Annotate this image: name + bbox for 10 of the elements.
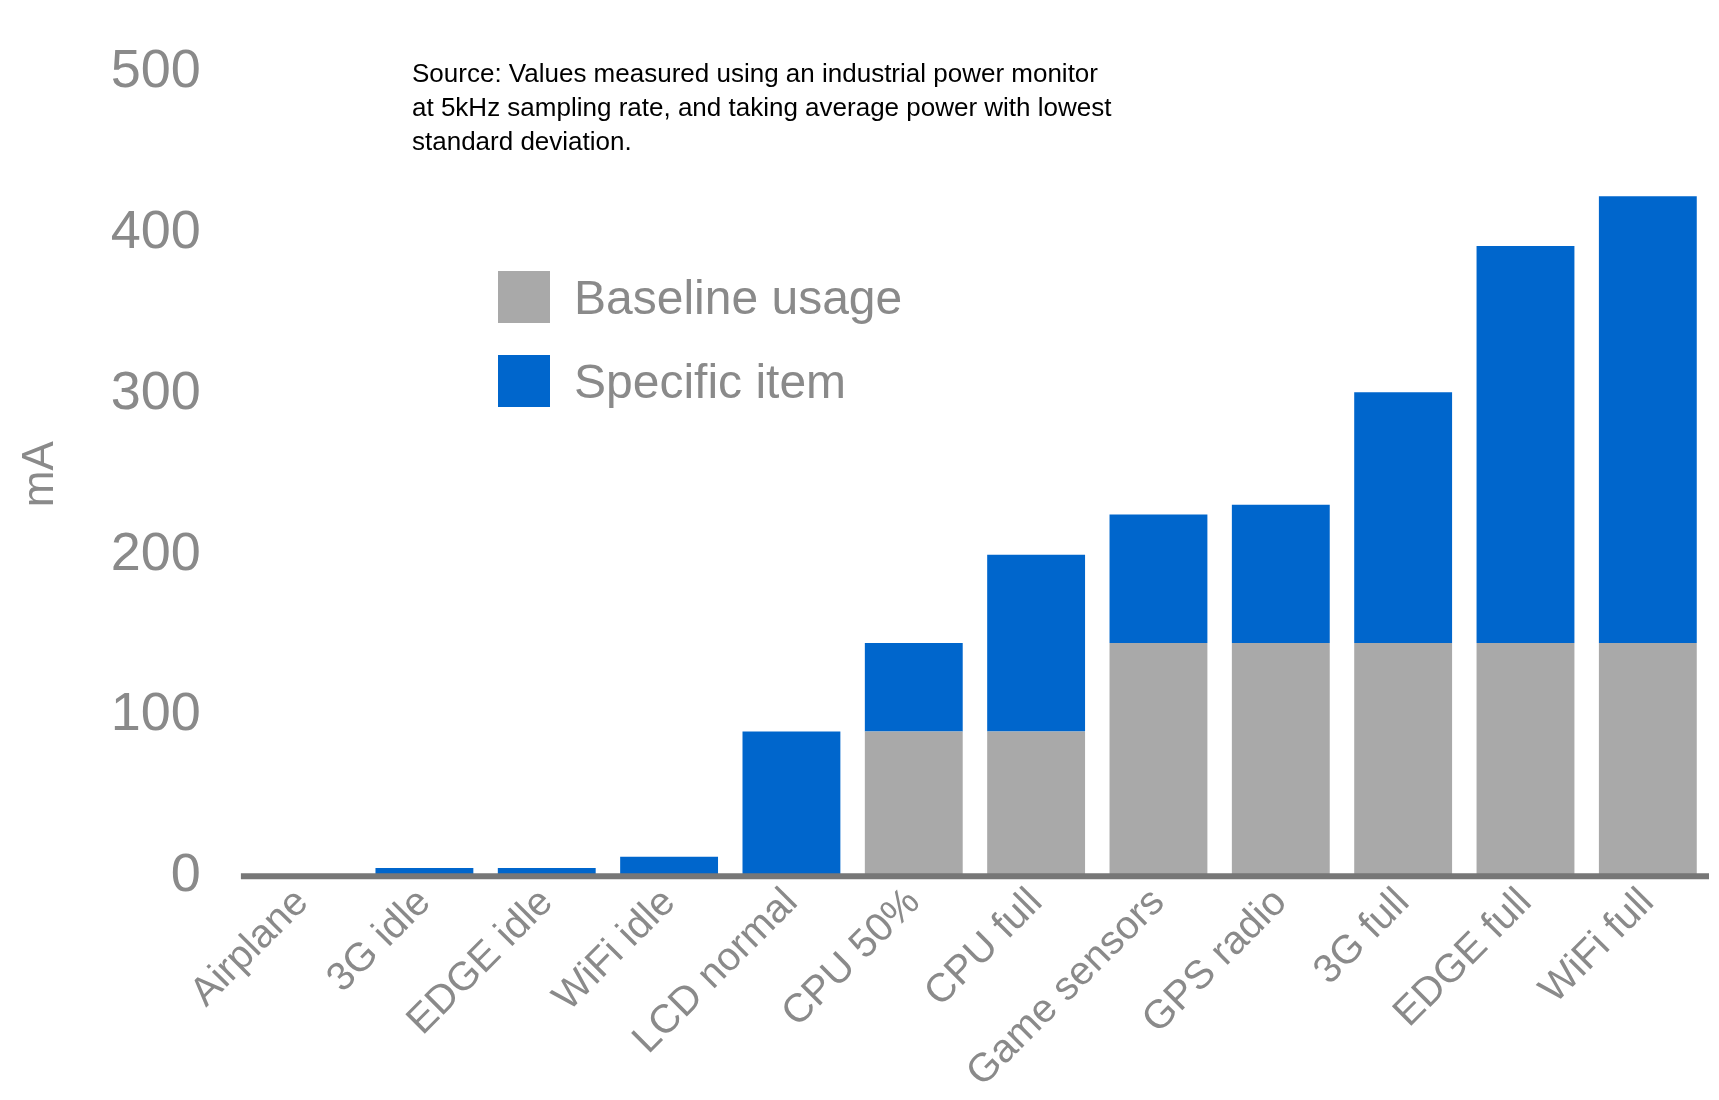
legend-label: Baseline usage (574, 269, 903, 325)
y-tick-label: 0 (170, 842, 201, 903)
y-axis-title: mA (12, 440, 62, 508)
y-tick-label: 100 (110, 681, 201, 742)
y-tick-label: 500 (110, 38, 201, 99)
annotation: Source: Values measured using an industrial power monitor at 5kHz sampling rate, and taking average power with lowest standard deviation. (412, 57, 1112, 158)
y-tick-label: 200 (110, 520, 201, 581)
legend-label: Specific item (574, 353, 847, 409)
y-tick-label: 300 (110, 359, 201, 420)
y-tick-label: 400 (110, 199, 201, 260)
